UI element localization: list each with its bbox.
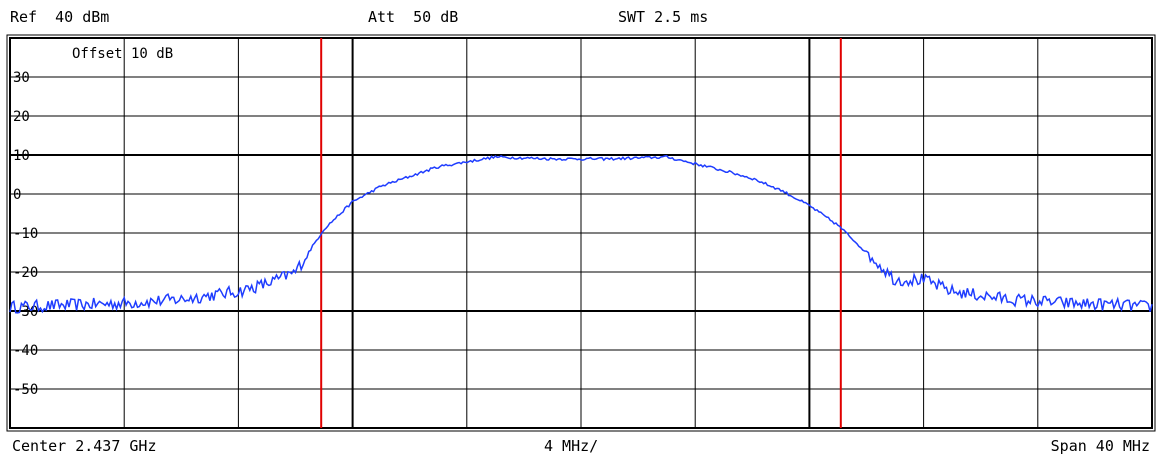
y-tick-label: 20 [13, 109, 30, 125]
reference-level-label: Ref 40 dBm [10, 8, 110, 26]
y-tick-label: -30 [13, 304, 38, 320]
center-frequency-label: Center 2.437 GHz [12, 437, 157, 455]
attenuation-label: Att 50 dB [368, 8, 459, 26]
trace-layer [9, 154, 1153, 314]
y-tick-label: -20 [13, 265, 38, 281]
sweep-time-label: SWT 2.5 ms [618, 8, 709, 26]
spectrum-trace [9, 154, 1153, 314]
grid-lines [6, 34, 1156, 432]
y-tick-label: 0 [13, 187, 21, 203]
y-tick-label: -40 [13, 343, 38, 359]
y-tick-label: -50 [13, 382, 38, 398]
y-tick-label: 30 [13, 70, 30, 86]
frequency-per-division-label: 4 MHz/ [544, 437, 599, 455]
y-tick-label: -10 [13, 226, 38, 242]
offset-label: Offset 10 dB [72, 46, 173, 62]
y-tick-label: 10 [13, 148, 30, 164]
span-label: Span 40 MHz [1050, 437, 1150, 455]
y-tick-labels: 30 20 10 0 -10 -20 -30 -40 -50 [13, 70, 38, 398]
plot-frame-outer [6, 34, 1156, 432]
